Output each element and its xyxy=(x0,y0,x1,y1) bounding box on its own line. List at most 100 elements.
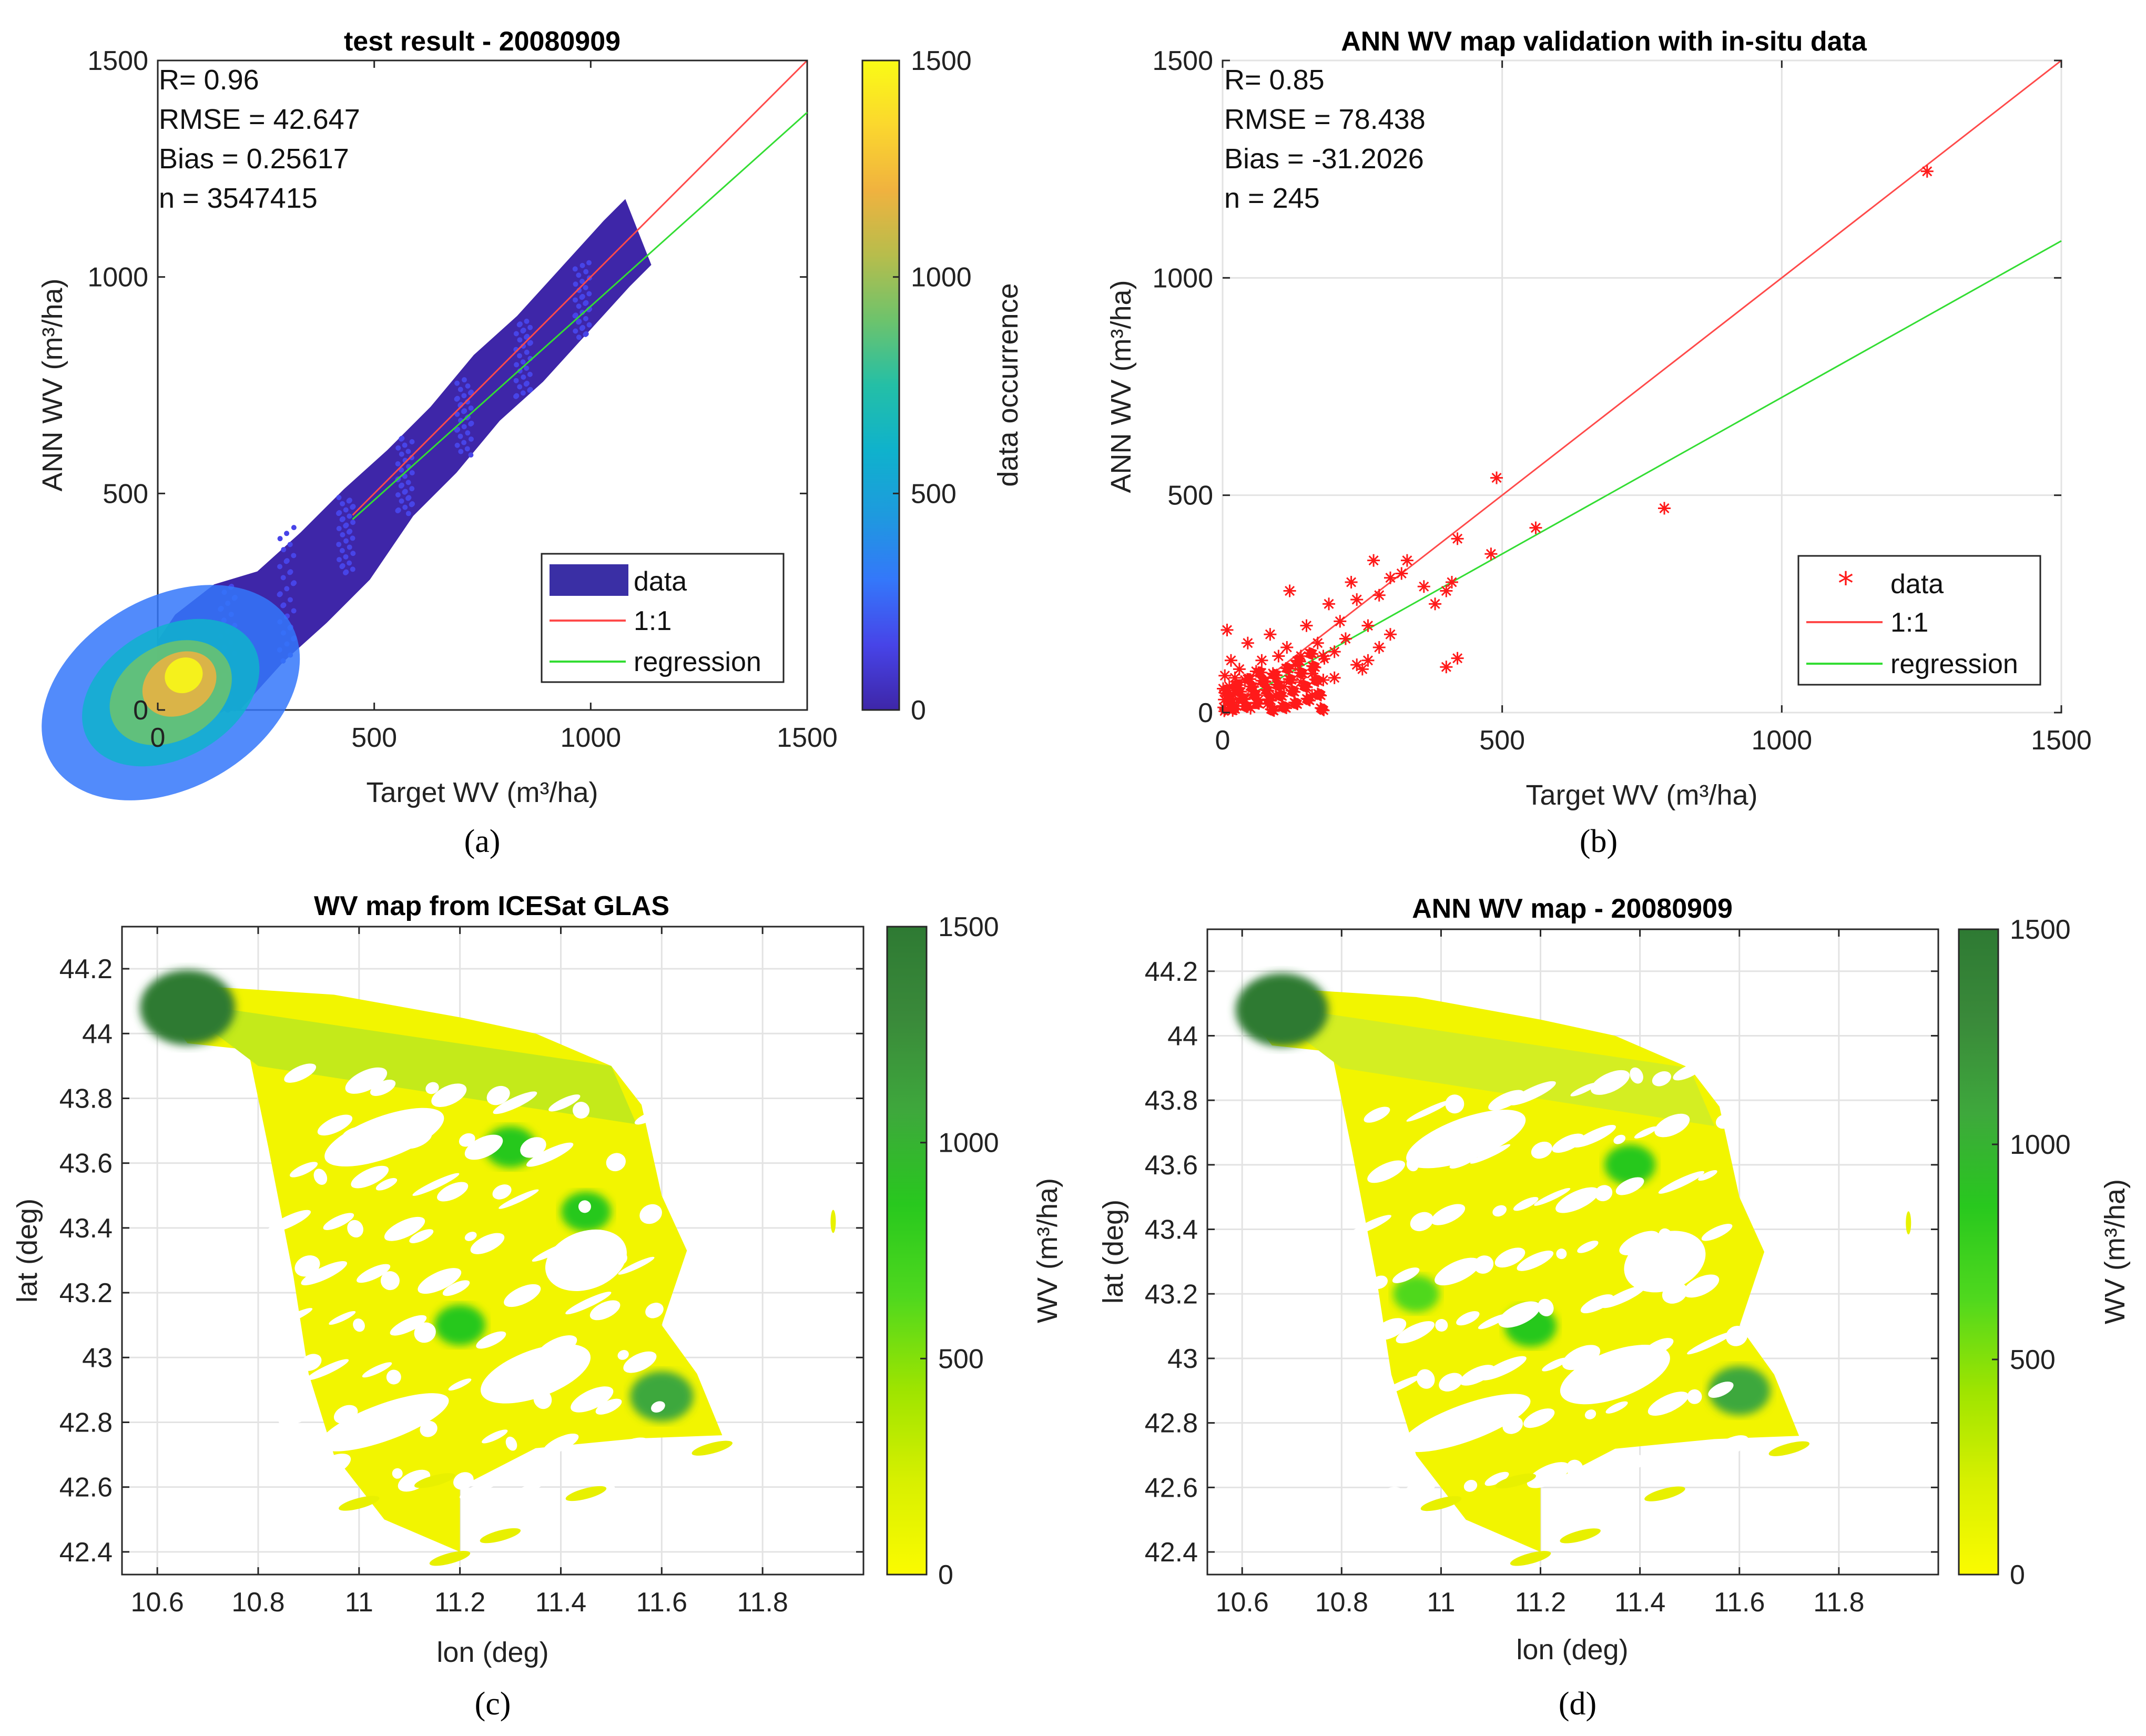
star-stroke xyxy=(1316,703,1325,713)
wv-gap xyxy=(345,1067,388,1094)
density-outlier xyxy=(350,551,356,556)
x-tick-label: 10.6 xyxy=(1216,1587,1269,1618)
density-outlier xyxy=(517,321,523,327)
wv-gap xyxy=(1572,1125,1616,1148)
panel-d-xticks: 10.6 10.8 11 11.2 11.4 11.6 11.8 xyxy=(1216,929,1865,1618)
star-stroke xyxy=(1233,686,1243,696)
star-stroke xyxy=(1284,674,1294,684)
star-stroke xyxy=(1274,690,1284,700)
density-outlier xyxy=(455,427,461,432)
panel-a-density-cloud xyxy=(42,199,652,800)
in-situ-point xyxy=(1395,567,1408,580)
in-situ-point xyxy=(1259,684,1271,696)
in-situ-point xyxy=(1238,700,1250,712)
star-stroke xyxy=(1329,673,1340,683)
density-outlier xyxy=(521,327,526,333)
wv-gap xyxy=(543,1433,579,1455)
wv-gap xyxy=(623,1351,657,1373)
wv-gap xyxy=(300,1354,322,1371)
density-outlier xyxy=(287,597,293,603)
wv-gap xyxy=(370,1080,396,1096)
x-tick-label: 11.6 xyxy=(636,1587,687,1618)
x-tick-label: 0 xyxy=(150,723,166,753)
star-stroke xyxy=(1282,642,1292,653)
x-tick-label: 1000 xyxy=(1751,725,1812,756)
star-stroke xyxy=(1295,667,1305,677)
density-outlier xyxy=(280,575,286,581)
wv-fragment xyxy=(1510,1551,1551,1566)
wv-gap xyxy=(1687,1389,1702,1404)
wv-gap xyxy=(1374,1318,1407,1340)
star-stroke xyxy=(1385,573,1396,583)
density-outlier xyxy=(513,331,519,337)
in-situ-point xyxy=(1262,693,1274,705)
x-tick-label: 11.8 xyxy=(1813,1587,1864,1618)
wv-fragment xyxy=(414,1473,455,1488)
in-situ-point xyxy=(1451,532,1464,545)
density-core xyxy=(165,657,203,694)
wv-gap xyxy=(459,1477,501,1499)
panel-d-colorbar-ticks: 0 500 1000 1500 xyxy=(1992,915,2071,1590)
star-stroke xyxy=(1286,686,1296,695)
panel-c-xlabel: lon (deg) xyxy=(436,1637,548,1668)
panel-b-lines xyxy=(1222,59,2062,714)
wv-gap xyxy=(1658,1171,1705,1194)
in-situ-point xyxy=(1226,702,1238,714)
star-stroke xyxy=(1220,686,1230,695)
in-situ-point xyxy=(1440,661,1453,674)
wv-fragment xyxy=(480,1528,521,1544)
y-tick-label: 44.2 xyxy=(1145,957,1198,987)
in-situ-point xyxy=(1247,688,1259,701)
in-situ-point xyxy=(1218,669,1232,682)
panel-d-colorbar-label: WV (m³/ha) xyxy=(2099,1179,2131,1324)
wv-gap xyxy=(1577,1241,1599,1253)
density-outlier xyxy=(524,380,530,386)
density-outlier xyxy=(586,260,592,266)
wv-gap xyxy=(448,1378,472,1391)
wv-gap xyxy=(1601,1285,1645,1308)
in-situ-point xyxy=(1445,576,1458,588)
y-tick-label: 1500 xyxy=(87,46,148,76)
in-situ-point xyxy=(1328,671,1341,684)
density-outlier xyxy=(399,435,405,441)
wv-gap xyxy=(1470,1144,1511,1164)
panel-b-xlabel: Target WV (m³/ha) xyxy=(1525,779,1757,811)
in-situ-point xyxy=(1264,628,1277,641)
wv-gap xyxy=(1584,1409,1596,1419)
wv-gap xyxy=(1402,1479,1436,1500)
wv-gap xyxy=(1605,1401,1628,1414)
y-tick-label: 44.2 xyxy=(59,954,113,984)
panel-b-scatter: ANN WV map validation with in-situ data … xyxy=(1105,26,2092,859)
panel-c-yticks: 42.4 42.6 42.8 43 43.2 43.4 43.6 43.8 44 44.2 xyxy=(59,954,863,1568)
wv-gap xyxy=(351,1165,389,1189)
density-outlier xyxy=(517,368,523,374)
wv-gap xyxy=(1459,1365,1495,1386)
colorbar-tick-label: 1000 xyxy=(911,262,972,293)
star-stroke xyxy=(1227,703,1237,713)
x-tick-label: 10.8 xyxy=(1315,1587,1368,1618)
wv-gap xyxy=(604,1437,650,1466)
in-situ-point xyxy=(1283,584,1296,597)
density-outlier xyxy=(284,531,290,536)
wv-gap xyxy=(323,1213,354,1230)
star-stroke xyxy=(1263,694,1273,704)
y-tick-label: 44 xyxy=(1167,1021,1198,1051)
panel-b-stats: R= 0.85 RMSE = 78.438 Bias = -31.2026 n … xyxy=(1224,64,1426,214)
density-outlier xyxy=(395,492,401,498)
density-outlier xyxy=(513,378,519,383)
star-stroke xyxy=(1250,698,1260,707)
panel-a-legend-1to1: 1:1 xyxy=(634,606,672,636)
y-tick-label: 43 xyxy=(82,1343,113,1373)
wv-gap xyxy=(290,1162,318,1177)
density-outlier xyxy=(576,319,582,324)
wv-gap xyxy=(1715,1114,1732,1129)
density-outlier xyxy=(461,393,467,399)
wv-gap xyxy=(1698,1170,1717,1181)
in-situ-point xyxy=(1272,649,1285,663)
star-stroke xyxy=(1301,694,1311,704)
star-stroke xyxy=(1299,681,1309,691)
wv-gap xyxy=(1492,1205,1507,1217)
density-outlier xyxy=(520,390,526,396)
x-tick-label: 1500 xyxy=(2031,725,2092,756)
wv-gap xyxy=(1484,1471,1509,1486)
